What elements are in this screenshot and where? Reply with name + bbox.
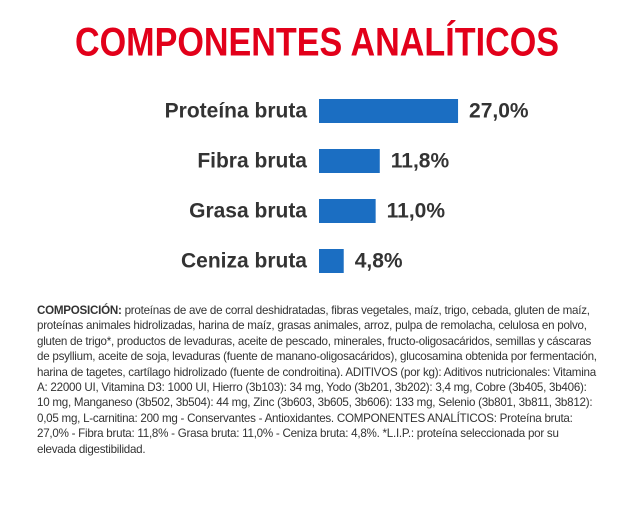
composition: COMPOSICIÓN: proteínas de ave de corral … [37, 303, 599, 457]
chart: COMPONENTES ANALÍTICOS Proteína bruta 27,… [75, 20, 559, 273]
bar [319, 249, 344, 273]
chart-title: COMPONENTES ANALÍTICOS [75, 20, 559, 65]
category-label: Fibra bruta [197, 150, 307, 173]
bar [319, 99, 459, 123]
value-label: 11,8% [391, 150, 450, 173]
composition-text: proteínas de ave de corral deshidratadas… [37, 304, 597, 456]
value-label: 27,0% [469, 100, 529, 123]
bar [319, 199, 376, 223]
category-label: Grasa bruta [189, 200, 307, 223]
bar [319, 149, 380, 173]
category-label: Ceniza bruta [181, 250, 307, 273]
value-label: 11,0% [387, 200, 446, 223]
category-label: Proteína bruta [165, 100, 308, 123]
value-label: 4,8% [355, 250, 403, 273]
composition-heading: COMPOSICIÓN: [37, 304, 122, 317]
